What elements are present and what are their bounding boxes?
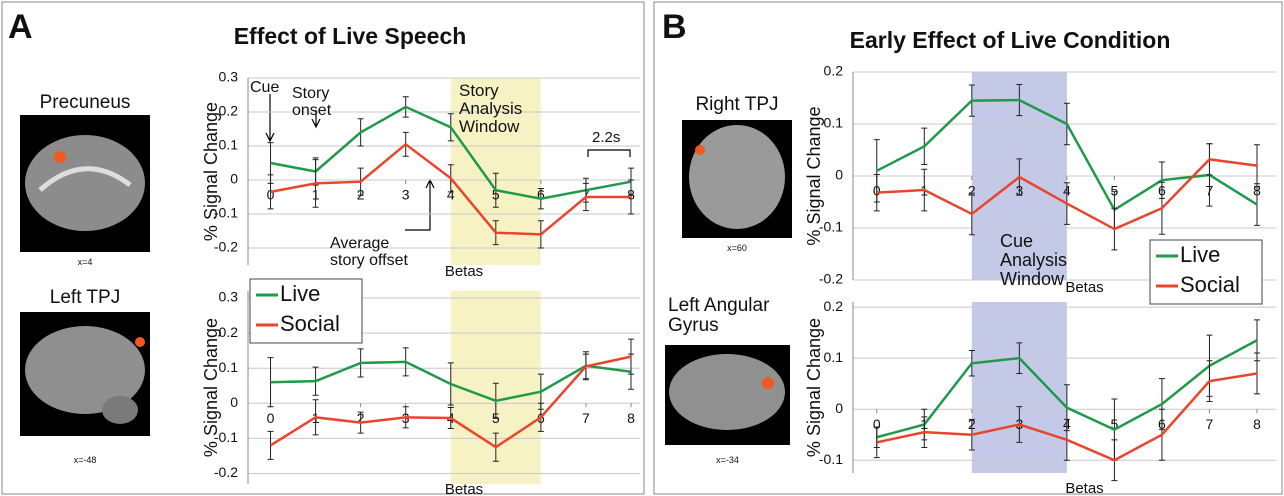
y-tick-label: -0.2 [214, 464, 238, 480]
analysis-window [972, 302, 1067, 473]
region-name: Precuneus [20, 93, 150, 113]
x-tick-label: 0 [267, 410, 275, 426]
panel-letter: A [8, 10, 33, 46]
region-coord: x=-34 [665, 456, 790, 465]
legend-label: Live [1180, 242, 1220, 267]
y-tick-label: -0.2 [819, 271, 843, 287]
x-tick-label: 7 [582, 410, 590, 426]
y-tick-label: 0 [835, 167, 843, 183]
y-tick-label: 0.2 [219, 324, 239, 340]
brain-image [20, 312, 150, 436]
region-name: Left TPJ [20, 288, 150, 308]
x-tick-label: 8 [627, 410, 635, 426]
y-tick-label: 0 [835, 400, 843, 416]
x-axis-label: Betas [445, 481, 483, 496]
y-tick-label: 0 [230, 394, 238, 410]
annotation: Average story offset [330, 236, 410, 270]
legend-label: Social [1180, 272, 1240, 297]
y-tick-label: 0.3 [219, 289, 239, 305]
y-axis-label: % Signal Change [201, 318, 221, 457]
annotation: Cue Analysis Window [1000, 232, 1090, 289]
legend-label: Social [280, 311, 340, 336]
x-axis-label: Betas [1065, 480, 1103, 496]
region-name: Right TPJ [672, 95, 802, 115]
legend-label: Live [280, 281, 320, 306]
x-axis-label: Betas [445, 263, 483, 280]
x-tick-label: 8 [1253, 416, 1261, 432]
annotation: 2.2s [592, 130, 620, 146]
region-coord: x=60 [672, 244, 802, 253]
y-tick-label: 0.2 [824, 63, 844, 79]
brain-image [665, 345, 790, 445]
y-axis-label: % Signal Change [804, 106, 824, 245]
figure-canvas: -0.2-0.100.10.20.3012345678% Signal Chan… [0, 0, 1284, 496]
panel-letter: B [662, 10, 687, 46]
region-coord: x=-48 [20, 456, 150, 465]
y-tick-label: 0.3 [219, 69, 239, 85]
y-axis-label: % Signal Change [201, 102, 221, 241]
panel-title: Effect of Live Speech [200, 24, 500, 48]
x-tick-label: 7 [1206, 416, 1214, 432]
annotation: Story Analysis Window [459, 82, 539, 136]
brain-image [682, 120, 792, 238]
annotation: Story onset [292, 86, 352, 120]
figure: -0.2-0.100.10.20.3012345678% Signal Chan… [0, 0, 1284, 496]
region-coord: x=4 [20, 258, 150, 267]
y-tick-label: 0.2 [824, 298, 844, 314]
y-axis-label: % Signal Change [804, 318, 824, 457]
annotation: Cue [250, 80, 279, 97]
y-tick-label: 0.1 [219, 137, 239, 153]
panel-title: Early Effect of Live Condition [820, 28, 1200, 52]
y-tick-label: 0.1 [219, 359, 239, 375]
y-tick-label: 0.1 [824, 115, 844, 131]
y-tick-label: 0 [230, 171, 238, 187]
x-tick-label: 3 [402, 187, 410, 203]
region-name: Left Angular Gyrus [668, 296, 778, 336]
y-tick-label: 0.2 [219, 103, 239, 119]
brain-image [20, 115, 150, 252]
y-tick-label: 0.1 [824, 349, 844, 365]
